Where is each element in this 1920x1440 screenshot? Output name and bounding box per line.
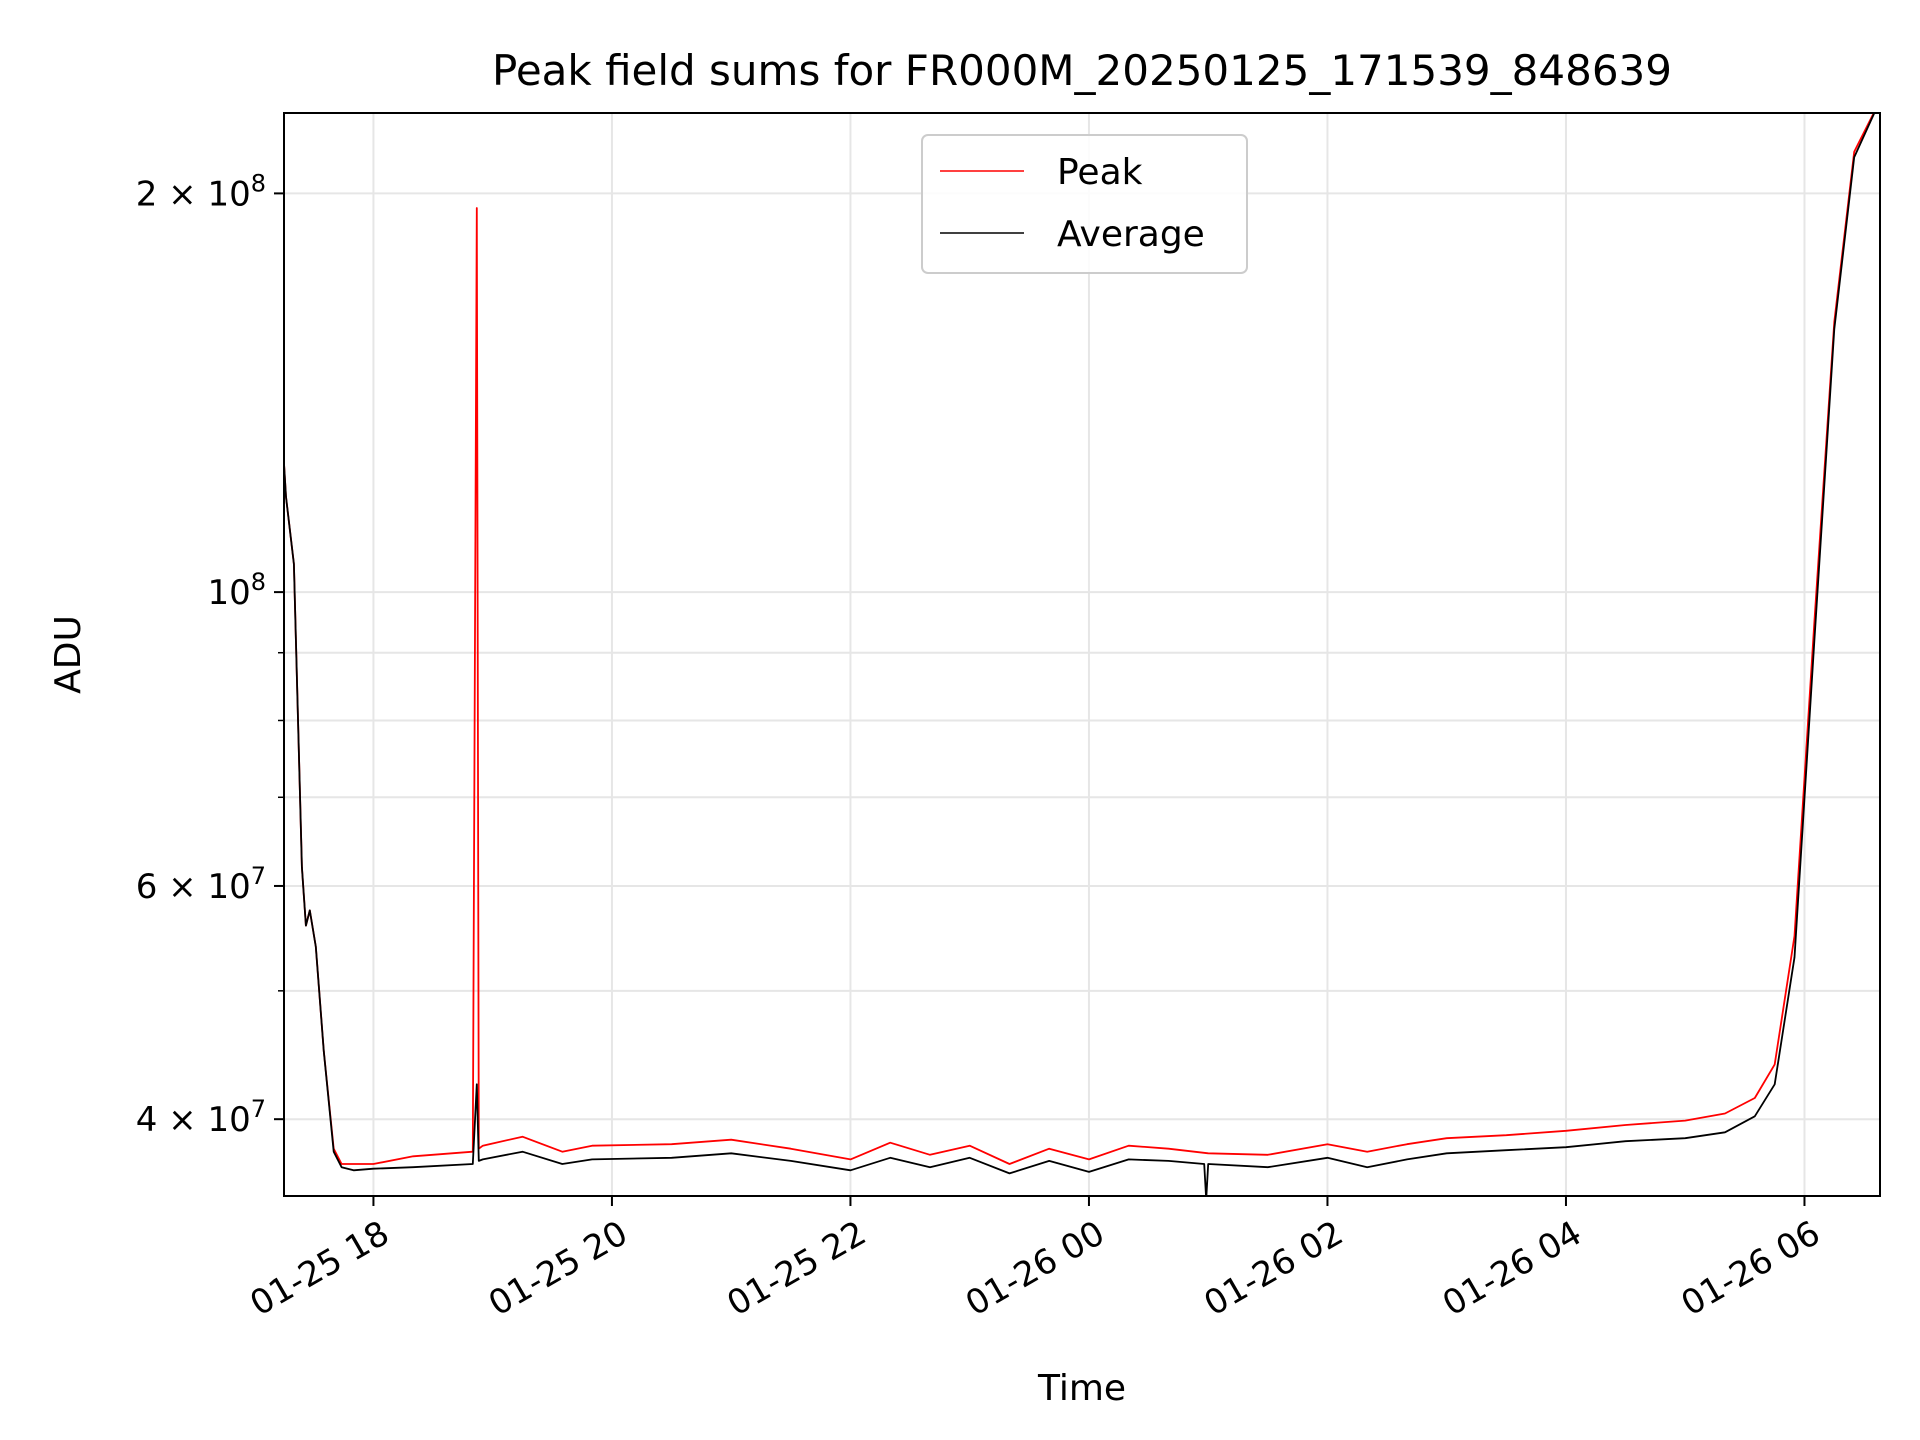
y-axis-label: ADU <box>48 615 89 694</box>
y-tick-label: 2 × 108 <box>136 169 266 214</box>
legend-label-peak: Peak <box>1057 152 1143 193</box>
legend: Peak Average <box>921 134 1248 274</box>
y-tick-label: 6 × 107 <box>136 862 266 907</box>
chart-title: Peak field sums for FR000M_20250125_1715… <box>492 46 1672 95</box>
legend-label-average: Average <box>1057 214 1205 255</box>
plot-frame <box>283 112 1881 1197</box>
grid-lines <box>284 113 1880 1196</box>
x-axis-label: Time <box>1037 1368 1126 1409</box>
y-tick-label: 108 <box>207 568 266 613</box>
series-line-peak <box>284 113 1875 1165</box>
series-lines <box>284 113 1876 1196</box>
legend-box <box>921 134 1248 274</box>
y-tick-label: 4 × 107 <box>136 1095 266 1140</box>
series-line-average <box>284 113 1876 1196</box>
